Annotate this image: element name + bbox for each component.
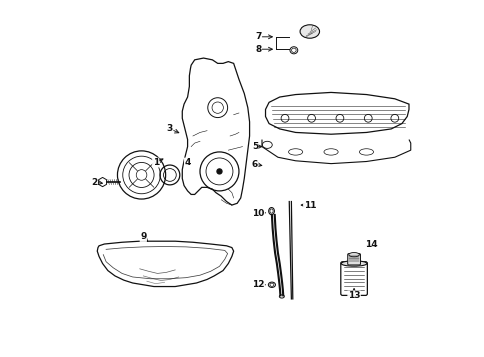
Text: 11: 11 — [303, 201, 316, 210]
Text: 13: 13 — [347, 291, 360, 300]
Ellipse shape — [340, 261, 366, 266]
Text: 7: 7 — [255, 32, 261, 41]
FancyBboxPatch shape — [347, 253, 360, 265]
Text: 5: 5 — [251, 142, 257, 151]
Text: 1: 1 — [152, 158, 159, 167]
Circle shape — [216, 169, 222, 174]
Text: 4: 4 — [184, 158, 190, 167]
Text: 14: 14 — [365, 240, 378, 248]
Text: 2: 2 — [91, 177, 97, 187]
Text: 6: 6 — [251, 160, 257, 169]
Text: 3: 3 — [166, 124, 173, 134]
Text: 8: 8 — [255, 45, 261, 54]
Text: 10: 10 — [252, 210, 264, 218]
Text: 12: 12 — [252, 280, 264, 289]
Ellipse shape — [348, 252, 359, 257]
Ellipse shape — [300, 25, 319, 38]
Text: 9: 9 — [140, 232, 146, 241]
